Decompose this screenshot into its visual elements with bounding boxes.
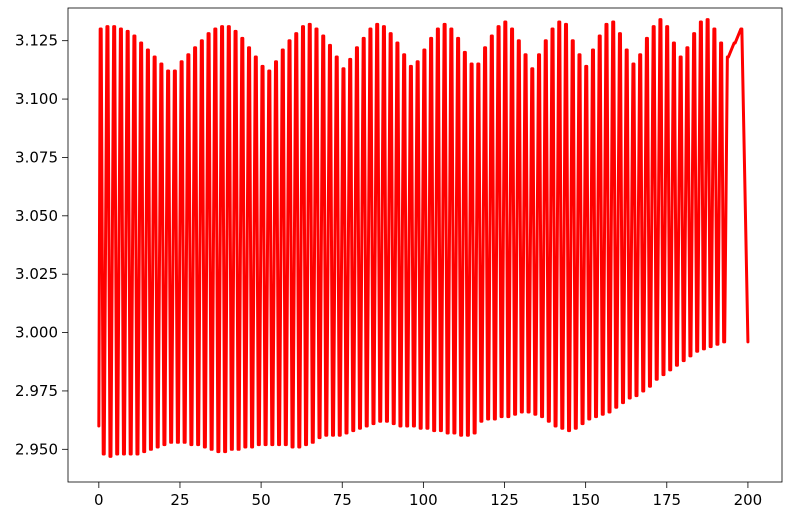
- x-tick-label: 200: [734, 491, 763, 509]
- y-tick-label: 3.000: [15, 324, 58, 342]
- x-tick-label: 175: [652, 491, 681, 509]
- x-tick-label: 0: [94, 491, 104, 509]
- x-tick-label: 25: [170, 491, 189, 509]
- x-tick-label: 100: [409, 491, 438, 509]
- x-tick-label: 125: [490, 491, 519, 509]
- x-tick-label: 75: [333, 491, 352, 509]
- y-tick-label: 3.025: [15, 265, 58, 283]
- series-layer: [97, 18, 750, 458]
- plot-frame: [67, 7, 783, 483]
- y-tick-label: 3.125: [15, 32, 58, 50]
- y-tick-label: 2.950: [15, 440, 58, 458]
- y-tick-label: 2.975: [15, 382, 58, 400]
- y-axis: 2.950 2.975 3.000 3.025 3.050 3.075 3.100 3.125: [15, 32, 68, 458]
- y-tick-label: 3.050: [15, 207, 58, 225]
- x-tick-label: 50: [252, 491, 271, 509]
- y-tick-label: 3.075: [15, 148, 58, 166]
- series-line-0: [97, 18, 750, 458]
- x-tick-label: 150: [571, 491, 600, 509]
- y-tick-label: 3.100: [15, 90, 58, 108]
- x-axis: 0 25 50 75 100 125 150 175 200: [94, 482, 762, 509]
